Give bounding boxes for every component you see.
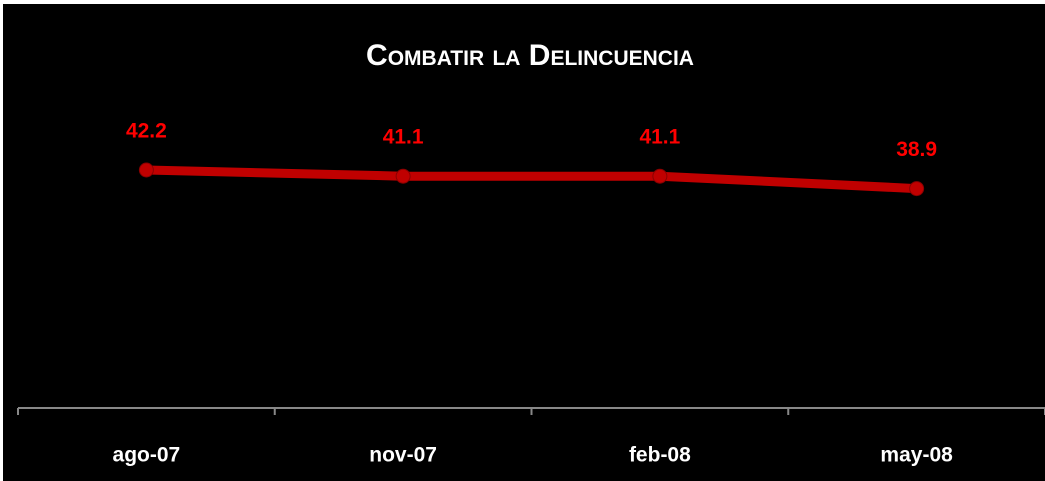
data-point [395, 168, 411, 184]
data-label: 42.2 [126, 120, 167, 143]
x-tick-label: nov-07 [369, 444, 437, 467]
data-point [909, 181, 925, 197]
x-tick-label: ago-07 [113, 444, 181, 467]
x-tick-label: feb-08 [629, 444, 691, 467]
data-point [652, 168, 668, 184]
x-tick-label: may-08 [880, 444, 953, 467]
data-label: 38.9 [896, 138, 937, 161]
data-label: 41.1 [639, 126, 680, 149]
chart-background [3, 4, 1045, 481]
data-point [138, 162, 154, 178]
data-line [141, 165, 922, 194]
data-label: 41.1 [383, 126, 424, 149]
chart-title: Combatir la Delincuencia [366, 39, 694, 72]
